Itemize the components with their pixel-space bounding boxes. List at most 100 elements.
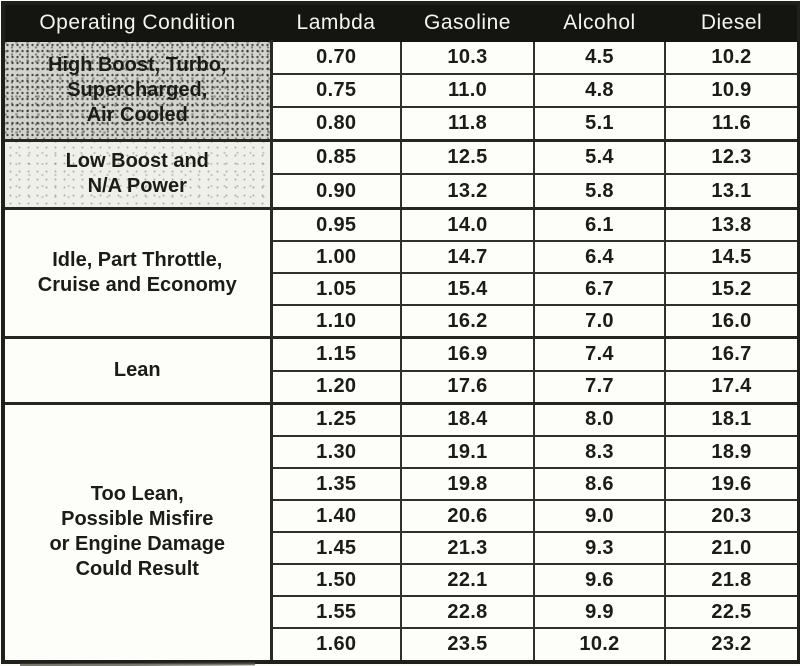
cell-lambda: 0.90 — [270, 173, 402, 210]
column-header-operating-condition: Operating Condition — [2, 2, 272, 42]
cell-gasoline: 20.6 — [400, 499, 535, 534]
cell-lambda: 1.10 — [270, 304, 402, 339]
table-row: 1.45 21.3 9.3 21.0 — [3, 531, 800, 566]
cell-lambda: 1.45 — [270, 531, 402, 566]
cell-diesel: 17.4 — [664, 369, 800, 405]
group-condition-cell: Low Boost and N/A Power — [2, 138, 273, 210]
table-row: 1.40 20.6 9.0 20.3 — [3, 499, 800, 534]
table-row: 0.80 11.8 5.1 11.6 — [3, 105, 800, 142]
cell-gasoline: 11.0 — [400, 72, 535, 108]
cell-gasoline: 19.8 — [400, 467, 535, 502]
group-condition-cell: Idle, Part Throttle, Cruise and Economy — [2, 206, 273, 339]
header-row: Operating Condition Lambda Gasoline Alco… — [2, 2, 800, 42]
cell-gasoline: 16.9 — [400, 336, 535, 372]
cell-lambda: 0.95 — [270, 206, 402, 243]
cell-gasoline: 14.0 — [400, 206, 535, 243]
column-header-diesel: Diesel — [664, 2, 800, 42]
cell-diesel: 21.0 — [664, 531, 800, 566]
cell-lambda: 0.70 — [270, 40, 402, 75]
cell-alcohol: 8.0 — [533, 401, 666, 438]
table-row: Idle, Part Throttle, Cruise and Economy 0… — [2, 206, 800, 339]
table-body: High Boost, Turbo, Supercharged, Air Coo… — [2, 39, 800, 663]
cell-alcohol: 8.6 — [533, 467, 666, 502]
table-row: 1.50 22.1 9.6 21.8 — [3, 563, 800, 598]
cell-alcohol: 5.8 — [533, 173, 666, 210]
cell-alcohol: 5.4 — [533, 138, 666, 176]
table-row: 1.55 22.8 9.9 22.5 — [3, 595, 800, 630]
table-row: 1.20 17.6 7.7 17.4 — [3, 369, 800, 405]
cell-diesel: 23.2 — [664, 627, 800, 663]
cell-alcohol: 9.6 — [533, 563, 666, 598]
cell-diesel: 13.1 — [664, 173, 800, 210]
cell-lambda: 1.15 — [270, 336, 402, 372]
cell-alcohol: 7.0 — [533, 304, 666, 339]
cell-diesel: 10.2 — [664, 40, 800, 75]
cell-alcohol: 10.2 — [533, 627, 666, 663]
column-header-lambda: Lambda — [270, 2, 402, 42]
cell-lambda: 1.30 — [270, 435, 402, 470]
cell-alcohol: 4.8 — [533, 72, 666, 108]
cell-lambda: 1.35 — [270, 467, 402, 502]
table-row: Lean 1.15 16.9 7.4 16.7 — [2, 336, 800, 405]
cell-lambda: 0.75 — [270, 72, 402, 108]
cell-gasoline: 13.2 — [400, 173, 535, 210]
cell-lambda: 1.05 — [270, 272, 402, 307]
cell-lambda: 1.60 — [270, 627, 402, 663]
table-header: Operating Condition Lambda Gasoline Alco… — [2, 2, 800, 42]
table-row: High Boost, Turbo, Supercharged, Air Coo… — [2, 39, 800, 142]
cell-alcohol: 4.5 — [533, 40, 666, 75]
cell-gasoline: 15.4 — [400, 272, 535, 307]
cell-gasoline: 23.5 — [400, 627, 535, 663]
group-condition-cell: Lean — [2, 336, 273, 405]
cell-diesel: 22.5 — [664, 595, 800, 630]
cell-gasoline: 12.5 — [400, 138, 535, 176]
cell-diesel: 15.2 — [664, 272, 800, 307]
cell-diesel: 10.9 — [664, 72, 800, 108]
cell-alcohol: 5.1 — [533, 105, 666, 142]
column-header-alcohol: Alcohol — [533, 2, 666, 42]
table-row: 1.05 15.4 6.7 15.2 — [3, 272, 800, 307]
cell-diesel: 12.3 — [664, 138, 800, 176]
cell-diesel: 13.8 — [664, 206, 800, 243]
cell-lambda: 1.40 — [270, 499, 402, 534]
cell-diesel: 14.5 — [664, 240, 800, 275]
cell-diesel: 16.0 — [664, 304, 800, 339]
cell-lambda: 1.50 — [270, 563, 402, 598]
cell-alcohol: 7.4 — [533, 336, 666, 372]
cell-diesel: 18.1 — [664, 401, 800, 438]
cell-diesel: 18.9 — [664, 435, 800, 470]
cell-gasoline: 22.8 — [400, 595, 535, 630]
cell-lambda: 0.85 — [270, 138, 402, 176]
cell-lambda: 0.80 — [270, 105, 402, 142]
cell-diesel: 21.8 — [664, 563, 800, 598]
cell-gasoline: 16.2 — [400, 304, 535, 339]
cell-alcohol: 9.0 — [533, 499, 666, 534]
cell-diesel: 20.3 — [664, 499, 800, 534]
cell-gasoline: 19.1 — [400, 435, 535, 470]
group-condition-cell: High Boost, Turbo, Supercharged, Air Coo… — [2, 39, 273, 142]
cell-gasoline: 21.3 — [400, 531, 535, 566]
cell-diesel: 19.6 — [664, 467, 800, 502]
cell-alcohol: 9.3 — [533, 531, 666, 566]
cell-gasoline: 11.8 — [400, 105, 535, 142]
group-condition-cell: Too Lean, Possible Misfire or Engine Dam… — [2, 401, 273, 663]
cell-alcohol: 6.4 — [533, 240, 666, 275]
table-row: Low Boost and N/A Power 0.85 12.5 5.4 12.3 — [2, 138, 800, 210]
cell-gasoline: 17.6 — [400, 369, 535, 405]
table-row: 1.00 14.7 6.4 14.5 — [3, 240, 800, 275]
table-row: Too Lean, Possible Misfire or Engine Dam… — [2, 401, 800, 663]
table-row: 1.30 19.1 8.3 18.9 — [3, 435, 800, 470]
cell-gasoline: 22.1 — [400, 563, 535, 598]
scan-artifact — [19, 662, 256, 666]
cell-alcohol: 9.9 — [533, 595, 666, 630]
cell-alcohol: 6.7 — [533, 272, 666, 307]
cell-gasoline: 10.3 — [400, 40, 535, 75]
table-row: 0.90 13.2 5.8 13.1 — [3, 173, 800, 210]
cell-gasoline: 18.4 — [400, 401, 535, 438]
cell-lambda: 1.00 — [270, 240, 402, 275]
cell-alcohol: 7.7 — [533, 369, 666, 405]
table-row: 1.35 19.8 8.6 19.6 — [3, 467, 800, 502]
cell-diesel: 11.6 — [664, 105, 800, 142]
